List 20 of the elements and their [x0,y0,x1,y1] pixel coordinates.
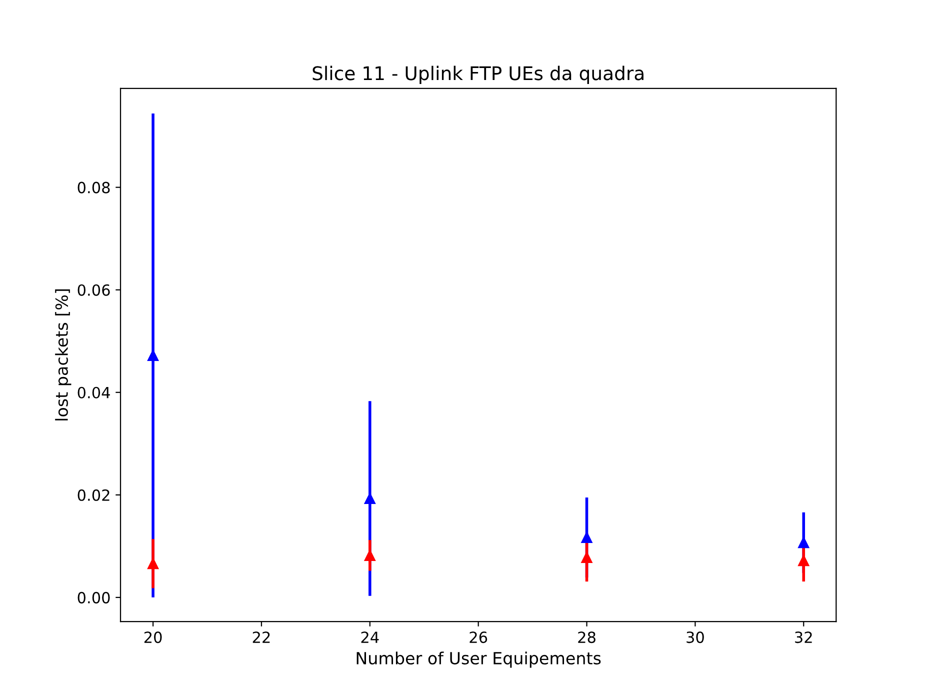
x-tick-label: 28 [578,632,596,644]
point [798,537,810,548]
point [364,550,376,561]
chart-title: Slice 11 - Uplink FTP UEs da quadra [312,66,644,84]
point [147,350,159,362]
x-tick-label: 30 [686,632,704,644]
x-tick-label: 24 [361,632,379,643]
y-tick-label: 0.02 [78,489,110,501]
point [581,532,592,544]
x-tick-label: 22 [252,632,270,643]
x-tick-label: 26 [470,632,488,644]
y-tick-label: 0.08 [78,182,110,194]
x-tick-label: 32 [795,632,812,644]
y-tick-label: 0.04 [78,386,110,398]
x-axis-title: Number of User Equipements [356,652,601,668]
y-tick-label: 0.06 [78,284,110,296]
x-tick-label: 20 [144,632,162,644]
point [147,558,159,570]
y-axis-title: lost packets [%] [55,289,72,420]
y-tick-label: 0.00 [78,592,110,604]
